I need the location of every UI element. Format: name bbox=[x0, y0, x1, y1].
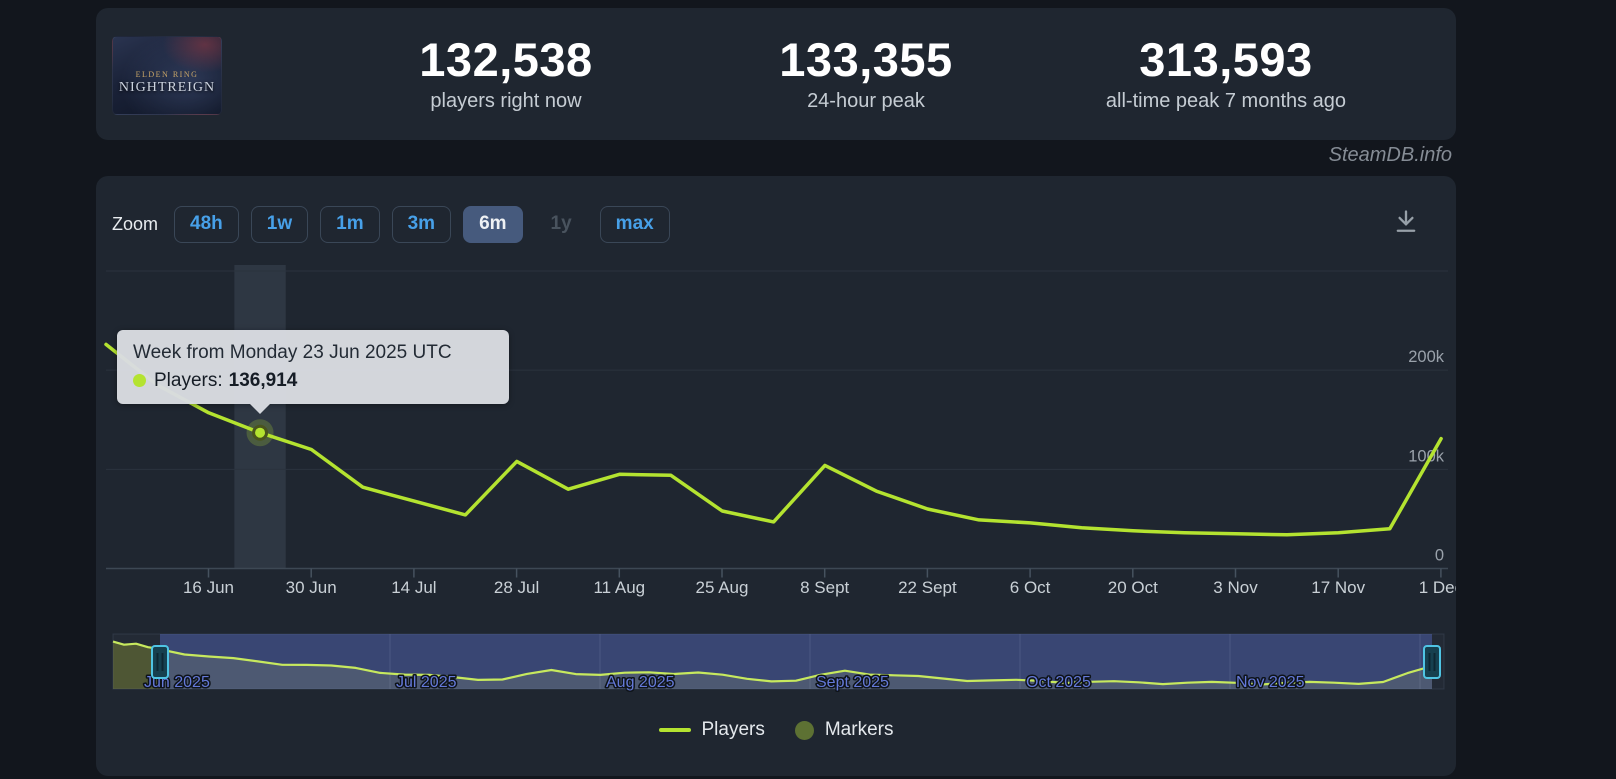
zoom-button-3m[interactable]: 3m bbox=[391, 205, 452, 243]
markers-dot-icon bbox=[794, 720, 814, 740]
chart-card: Zoom 48h 1w 1m 3m 6m 1y max 200k 100k 0 16 Jun 30 … bbox=[96, 176, 1456, 776]
zoom-toolbar: Zoom 48h 1w 1m 3m 6m 1y max bbox=[112, 205, 682, 243]
legend-item-markers[interactable]: Markers bbox=[794, 719, 894, 741]
stat-current-players: 132,538 players right now bbox=[326, 8, 686, 140]
x-axis-label: 16 Jun bbox=[183, 578, 234, 597]
navigator-line bbox=[112, 640, 1433, 686]
download-icon[interactable] bbox=[1392, 208, 1420, 236]
zoom-button-max[interactable]: max bbox=[599, 205, 670, 243]
players-series-dot-icon bbox=[133, 374, 146, 388]
tooltip-value: 136,914 bbox=[228, 369, 298, 391]
navigator-month-label: Jul 2025 bbox=[396, 674, 457, 691]
current-players-value: 132,538 bbox=[419, 32, 593, 86]
x-axis-label: 25 Aug bbox=[696, 578, 749, 597]
stat-24h-peak: 133,355 24-hour peak bbox=[686, 8, 1046, 140]
game-banner[interactable]: ELDEN RING NIGHTREIGN bbox=[112, 36, 222, 115]
hover-marker[interactable] bbox=[252, 424, 269, 441]
peak-24h-label: 24-hour peak bbox=[807, 90, 925, 113]
navigator-month-label: Nov 2025 bbox=[1236, 674, 1305, 691]
navigator-month-label: Oct 2025 bbox=[1026, 674, 1091, 691]
players-chart: 200k 100k 0 16 Jun 30 Jun 14 Jul 28 Jul 11 Aug 2… bbox=[104, 265, 1456, 693]
x-axis-label: 6 Oct bbox=[1010, 578, 1051, 597]
stats-row: 132,538 players right now 133,355 24-hou… bbox=[326, 8, 1406, 140]
navigator: Jun 2025 Jul 2025 Aug 2025 Sept 2025 Oct 202… bbox=[112, 633, 1445, 693]
zoom-button-6m[interactable]: 6m bbox=[463, 205, 523, 243]
legend-item-players[interactable]: Players bbox=[658, 719, 765, 741]
zoom-buttons: 48h 1w 1m 3m 6m 1y max bbox=[174, 205, 682, 243]
stat-alltime-peak: 313,593 all-time peak 7 months ago bbox=[1046, 8, 1406, 140]
x-axis-label: 30 Jun bbox=[286, 578, 337, 597]
stats-card: ELDEN RING NIGHTREIGN 132,538 players ri… bbox=[96, 8, 1456, 140]
navigator-month-label: Sept 2025 bbox=[816, 674, 889, 691]
navigator-month-label: Aug 2025 bbox=[606, 674, 675, 691]
tooltip-title: Week from Monday 23 Jun 2025 UTC bbox=[133, 342, 452, 363]
y-axis-label: 200k bbox=[1408, 348, 1445, 366]
tooltip-series-label: Players: bbox=[154, 369, 223, 391]
alltime-peak-label: all-time peak 7 months ago bbox=[1105, 90, 1347, 113]
x-axis-label: 22 Sept bbox=[898, 578, 957, 597]
navigator-frame bbox=[112, 633, 1445, 690]
game-banner-title: ELDEN RING bbox=[135, 69, 199, 79]
legend-players-label: Players bbox=[701, 719, 765, 740]
peak-24h-value: 133,355 bbox=[779, 32, 953, 86]
current-players-label: players right now bbox=[430, 90, 582, 113]
alltime-peak-value: 313,593 bbox=[1139, 32, 1313, 86]
x-axis-label: 8 Sept bbox=[800, 578, 849, 597]
x-axis-label: 17 Nov bbox=[1311, 578, 1365, 597]
game-banner-subtitle: NIGHTREIGN bbox=[118, 79, 216, 95]
x-axis-label: 11 Aug bbox=[593, 578, 645, 597]
y-axis-label: 0 bbox=[1435, 547, 1444, 565]
x-axis-label: 14 Jul bbox=[391, 578, 436, 597]
x-axis-label: 3 Nov bbox=[1213, 578, 1258, 597]
chart-tooltip: Week from Monday 23 Jun 2025 UTC Players… bbox=[117, 330, 509, 414]
x-axis-label: 28 Jul bbox=[494, 578, 539, 597]
steamdb-watermark: SteamDB.info bbox=[1328, 144, 1452, 166]
zoom-label: Zoom bbox=[112, 213, 159, 234]
y-axis-label: 100k bbox=[1408, 447, 1445, 465]
legend-markers-label: Markers bbox=[824, 719, 894, 740]
players-line-icon bbox=[658, 728, 691, 732]
zoom-button-1y: 1y bbox=[535, 206, 588, 243]
tooltip-row: Players: 136,914 bbox=[133, 370, 493, 392]
hover-column-band bbox=[234, 265, 286, 569]
chart-legend: Players Markers bbox=[96, 719, 1456, 741]
x-axis-label: 20 Oct bbox=[1108, 578, 1158, 597]
zoom-button-1w[interactable]: 1w bbox=[250, 205, 309, 243]
zoom-button-1m[interactable]: 1m bbox=[320, 205, 380, 243]
nav-handle-right[interactable] bbox=[1423, 645, 1441, 679]
x-axis-label: 1 Dec bbox=[1419, 578, 1456, 597]
players-line[interactable] bbox=[104, 342, 1443, 537]
zoom-button-48h[interactable]: 48h bbox=[174, 205, 239, 243]
nav-handle-left[interactable] bbox=[151, 645, 169, 679]
